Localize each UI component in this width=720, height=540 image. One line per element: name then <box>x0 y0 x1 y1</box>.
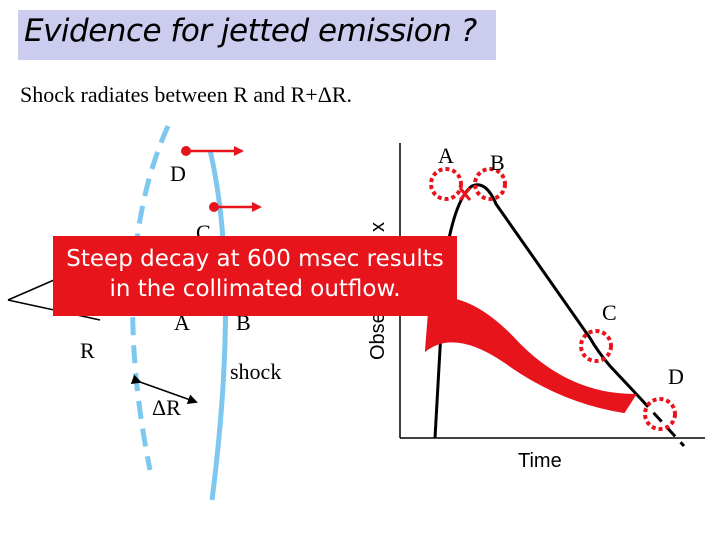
marker-d-circle <box>643 397 677 431</box>
plot-ylabel: Obse <box>367 312 389 360</box>
marker-a-circle <box>429 167 463 201</box>
label-radius: R <box>80 338 95 363</box>
steep-decay-callout: Steep decay at 600 msec results in the c… <box>53 236 457 316</box>
label-delta-r: ΔR <box>152 395 181 420</box>
label-shock: shock <box>230 359 281 384</box>
callout-line-1: Steep decay at 600 msec results <box>66 246 444 272</box>
plot-label-a: A <box>438 143 454 168</box>
plot-xlabel: Time <box>518 450 562 472</box>
slide-subtitle: Shock radiates between R and R+ΔR. <box>20 82 353 107</box>
marker-cross <box>458 187 472 201</box>
title-banner: Evidence for jetted emission ? <box>18 10 496 60</box>
plot-ylabel-tail: x <box>367 222 389 232</box>
marker-c-circle <box>579 329 613 363</box>
label-point-d: D <box>170 161 186 186</box>
light-curve-extension <box>638 396 686 448</box>
label-point-b: B <box>236 310 251 335</box>
marker-b-circle <box>473 167 507 201</box>
label-point-a: A <box>174 310 190 335</box>
plot-label-b: B <box>490 150 505 175</box>
callout-line-2: in the collimated outflow. <box>109 276 401 302</box>
light-curve <box>433 183 642 439</box>
plot-label-c: C <box>602 300 617 325</box>
steep-decay-arrow <box>424 297 637 414</box>
slide-title: Evidence for jetted emission ? <box>24 13 477 49</box>
delta-r-arrow <box>130 374 198 405</box>
plot-label-d: D <box>668 364 684 389</box>
